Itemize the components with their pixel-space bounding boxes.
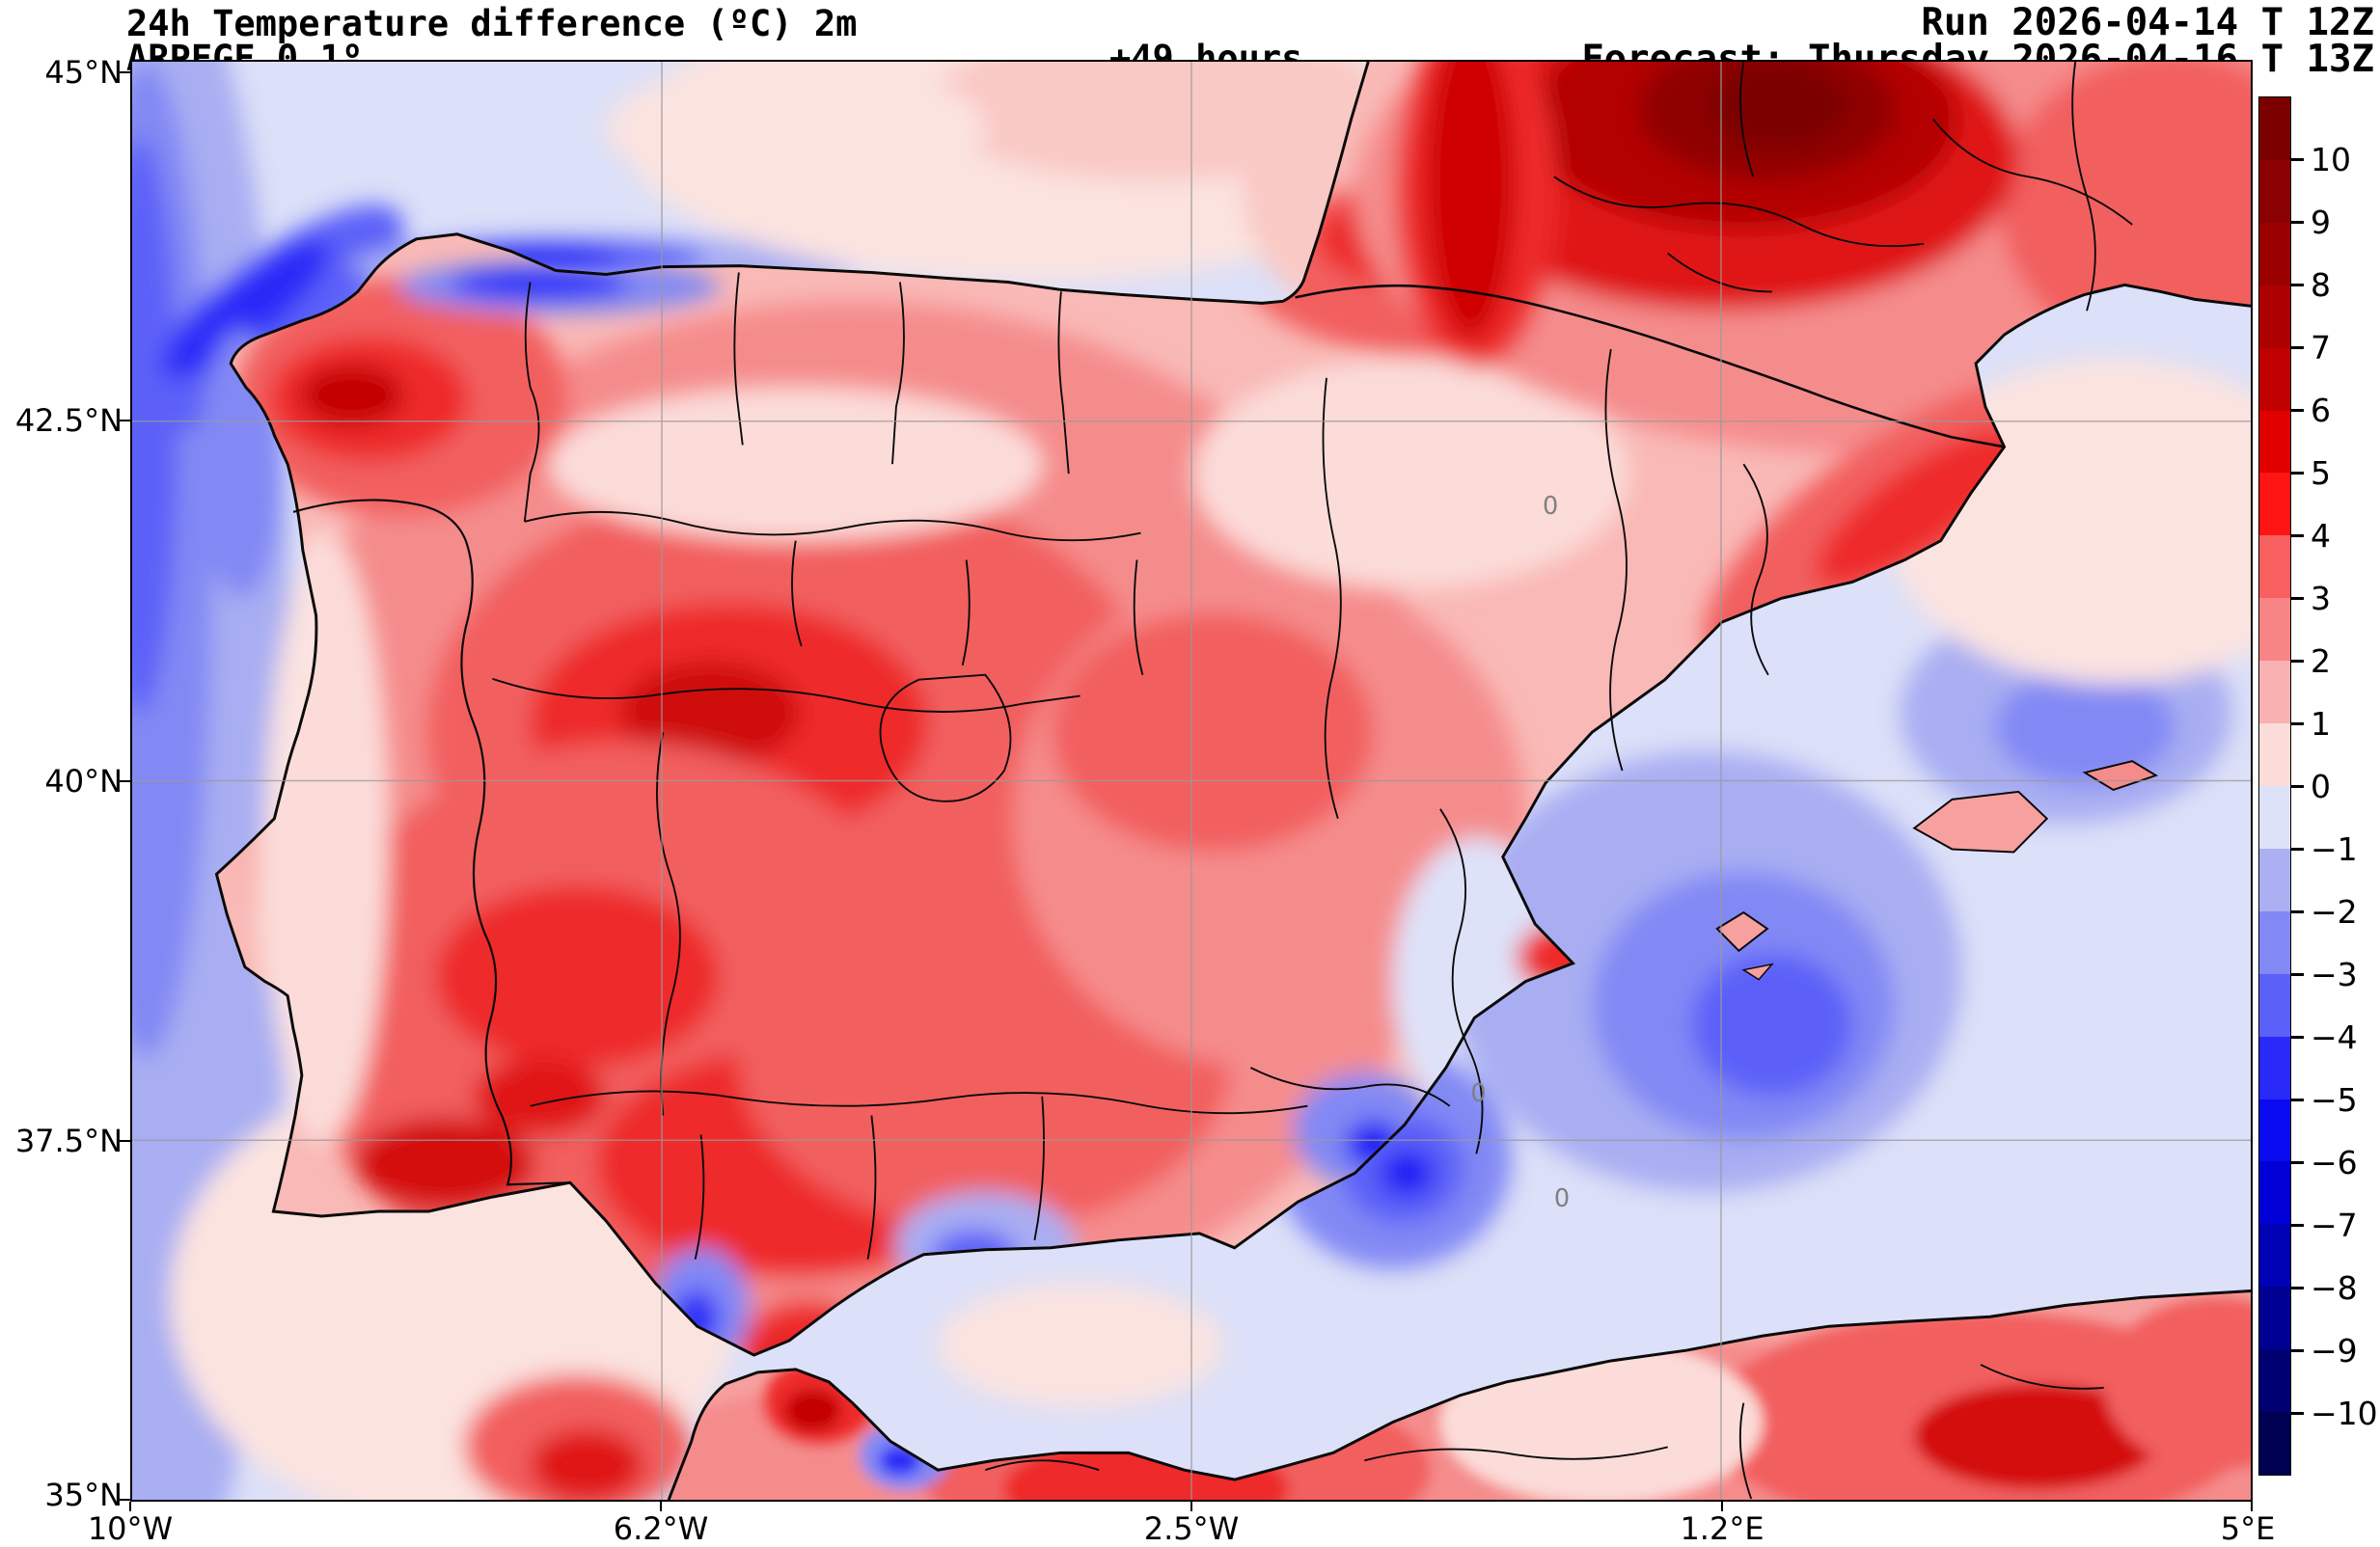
x-axis-tick [660,1502,662,1511]
y-axis-tick [120,71,130,73]
colorbar-tick-label: 9 [2291,202,2331,242]
colorbar-tick-label: −1 [2291,828,2358,869]
y-axis-tick [120,420,130,421]
colorbar-tick-label: −5 [2291,1079,2358,1120]
colorbar-segment [2259,535,2290,599]
colorbar-segment [2259,1412,2290,1475]
colorbar-segment [2259,1224,2290,1288]
contour-zero-label: 0 [1554,1184,1570,1213]
colorbar-tick-label: 1 [2291,703,2331,744]
colorbar-segment [2259,910,2290,974]
colorbar-tick-label: 8 [2291,264,2331,305]
x-axis-tick [129,1502,131,1511]
colorbar-tick-label: −7 [2291,1205,2358,1245]
colorbar-segment [2259,97,2290,160]
colorbar-segment [2259,723,2290,786]
colorbar-segment [2259,347,2290,411]
colorbar-tick-label: −10 [2291,1393,2378,1433]
colorbar-tick-label: −8 [2291,1267,2358,1308]
x-axis-label-5e: 5°E [2220,1510,2276,1547]
y-axis-label-37-5n: 37.5°N [14,1123,123,1159]
colorbar-tick-label: 2 [2291,640,2331,681]
colorbar-tick-label: 0 [2291,766,2331,806]
y-axis-label-35n: 35°N [44,1477,123,1513]
y-axis-label-42-5n: 42.5°N [14,402,123,439]
colorbar-segment [2259,785,2290,849]
colorbar-tick-label: −9 [2291,1330,2358,1371]
colorbar-tick-label: −4 [2291,1017,2358,1057]
colorbar-segment [2259,473,2290,536]
colorbar-segment [2259,1161,2290,1225]
x-axis-label-6-2w: 6.2°W [613,1510,709,1547]
colorbar-tick-label: −3 [2291,954,2358,994]
colorbar-tick-label: 3 [2291,578,2331,618]
grid-lines [132,62,2251,1500]
map-plot-area: 0 0 0 [130,60,2253,1502]
balearic-islands [1715,760,2159,981]
colorbar-tick-label: 10 [2291,139,2351,179]
x-axis-tick [1721,1502,1723,1511]
colorbar-segment [2259,1349,2290,1413]
y-axis-label-40n: 40°N [44,763,123,800]
contour-zero-label: 0 [1543,492,1558,521]
colorbar-tick-label: 7 [2291,327,2331,367]
colorbar-segment [2259,1036,2290,1099]
colorbar-tick-label: −2 [2291,891,2358,932]
colorbar-segment [2259,159,2290,223]
x-axis-label-10w: 10°W [87,1510,174,1547]
contour-zero-label: 0 [1470,1079,1486,1108]
colorbar-tick-label: −6 [2291,1142,2358,1182]
run-datetime: Run 2026-04-14 T 12Z [1921,1,2374,44]
colorbar-segment [2259,1099,2290,1162]
colorbar [2258,96,2291,1476]
page-title: 24h Temperature difference (ºC) 2m [126,3,858,44]
x-axis-label-1-2e: 1.2°E [1680,1510,1764,1547]
y-axis-tick [120,1140,130,1142]
y-axis-tick [120,780,130,782]
colorbar-segment [2259,1287,2290,1350]
y-axis-tick [120,1499,130,1501]
colorbar-tick-label: 5 [2291,452,2331,493]
colorbar-segment [2259,222,2290,285]
map-canvas: 0 0 0 [132,62,2251,1500]
colorbar-tick-label: 4 [2291,515,2331,556]
x-axis-tick [2251,1502,2253,1511]
colorbar-segment [2259,661,2290,724]
colorbar-tick-label: 6 [2291,390,2331,430]
colorbar-segment [2259,973,2290,1037]
colorbar-segment [2259,848,2290,911]
x-axis-label-2-5w: 2.5°W [1143,1510,1240,1547]
colorbar-segment [2259,285,2290,348]
colorbar-segment [2259,598,2290,662]
x-axis-tick [1190,1502,1192,1511]
y-axis-label-45n: 45°N [44,54,123,91]
colorbar-segment [2259,410,2290,474]
